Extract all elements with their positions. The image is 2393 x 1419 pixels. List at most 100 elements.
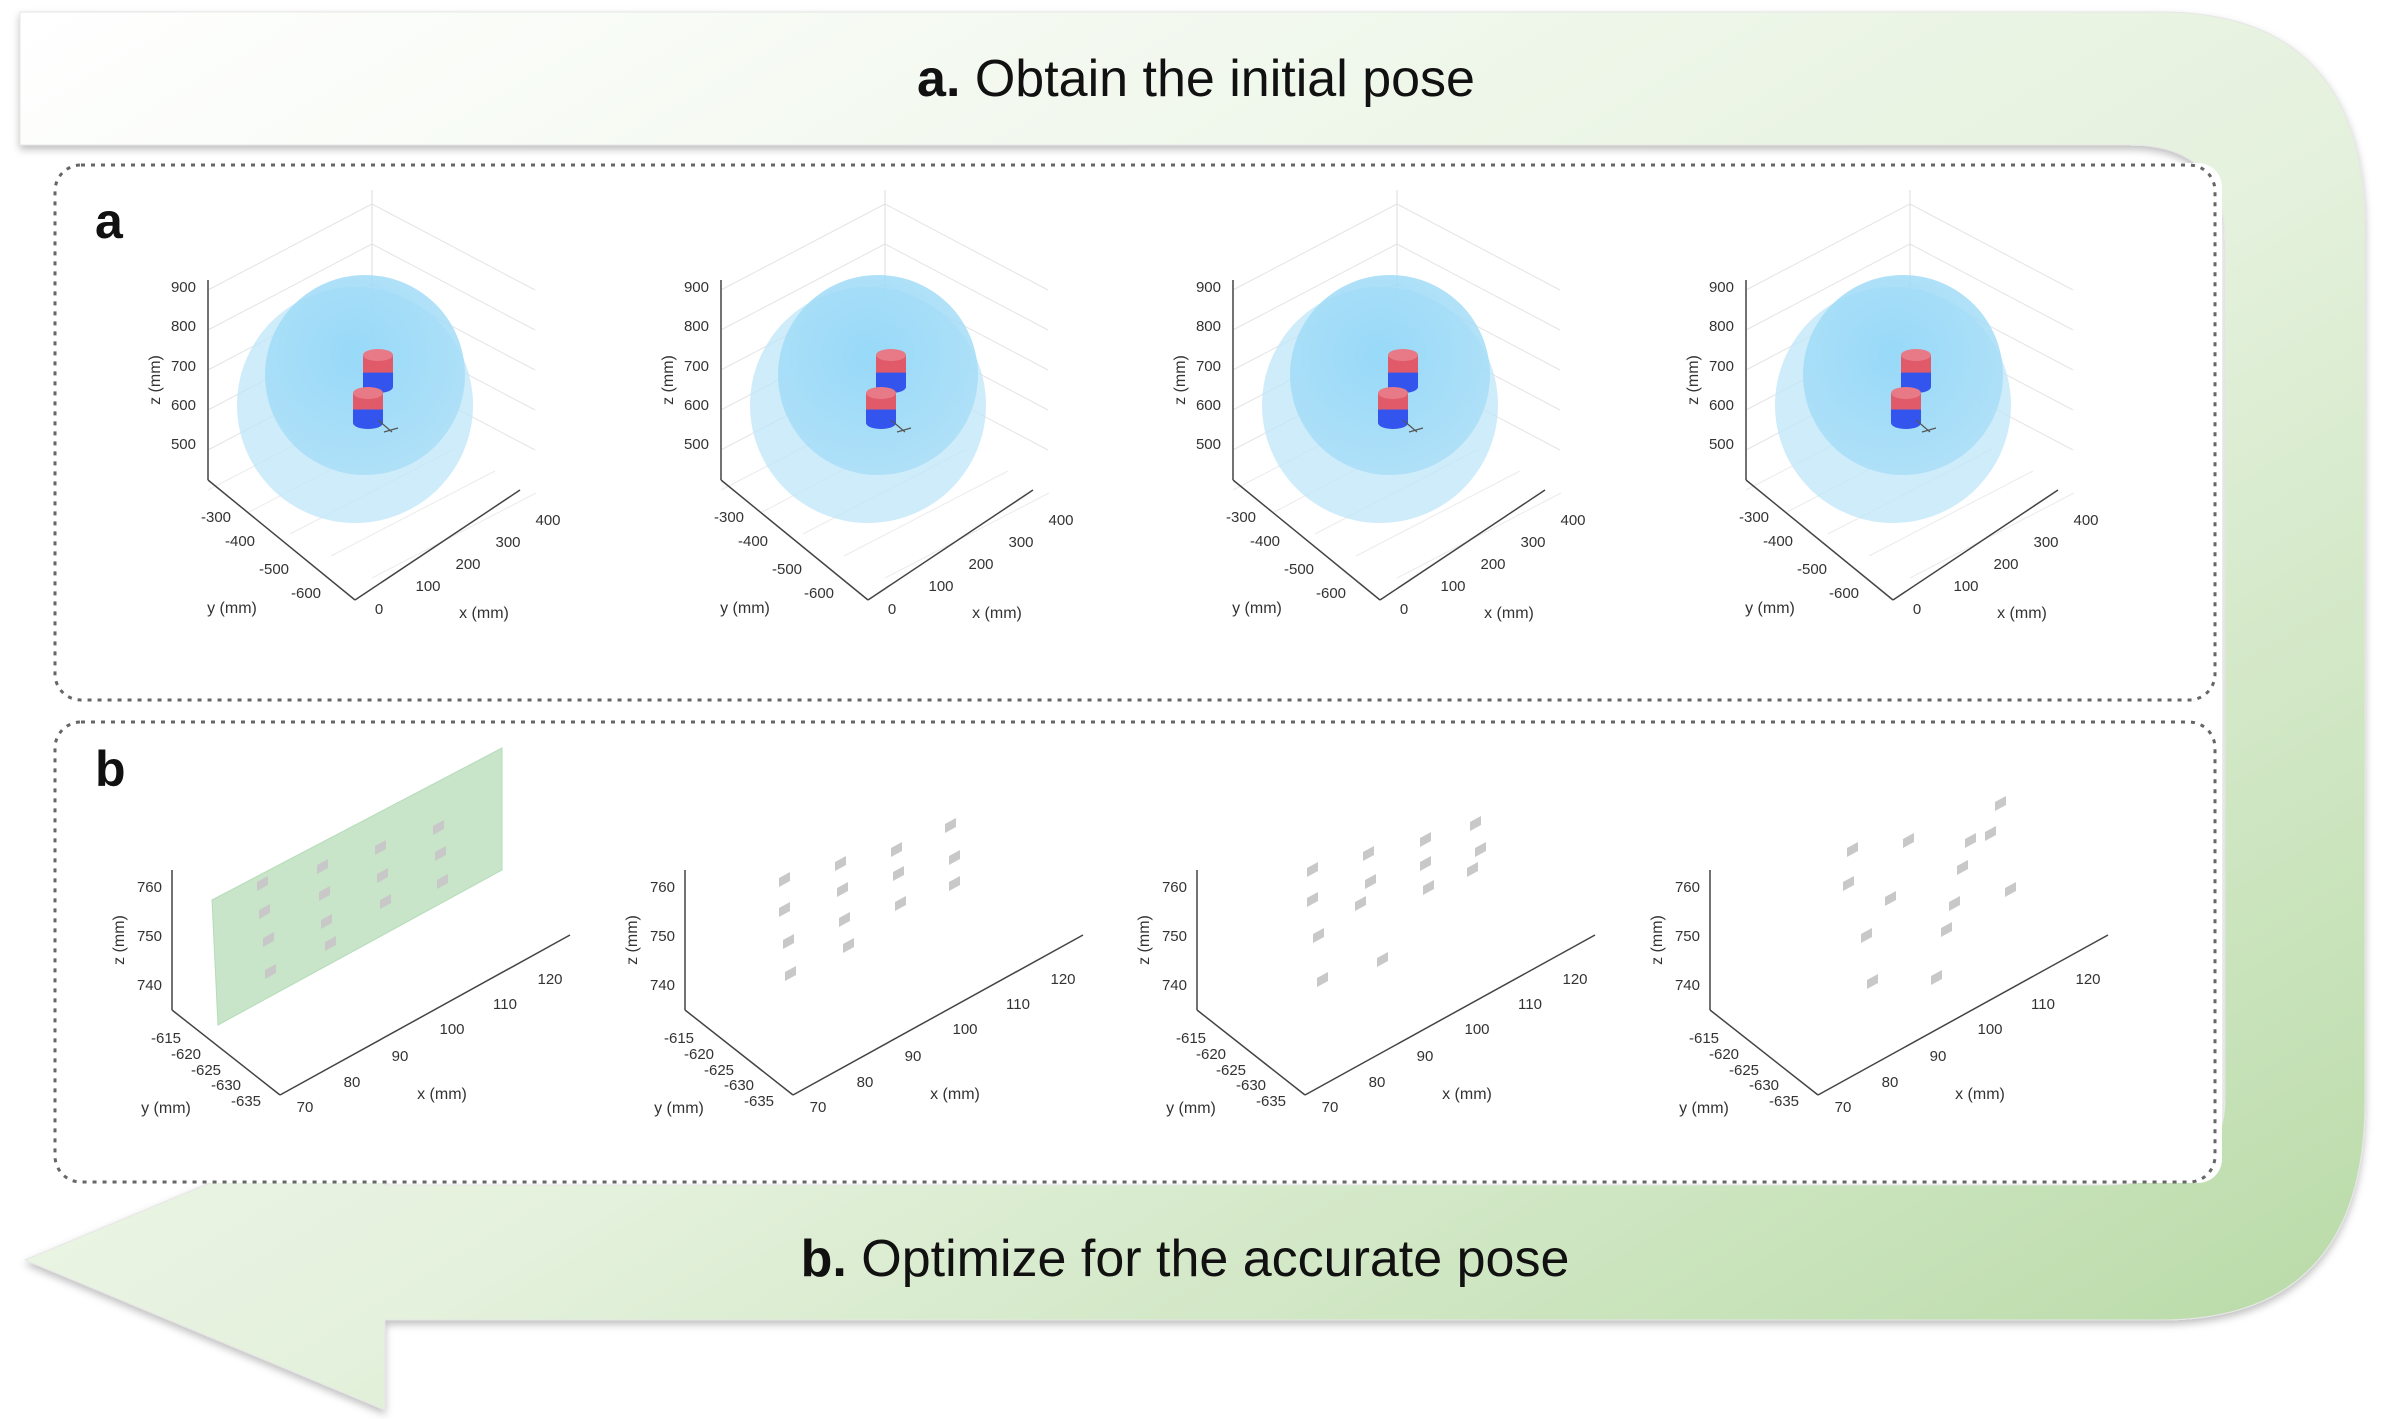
data-point (843, 938, 854, 953)
x-tick-label: 100 (1953, 578, 1978, 595)
cylinder-top (866, 387, 896, 399)
x-tick-label: 80 (857, 1074, 874, 1091)
data-point (325, 936, 336, 951)
x-axis-label: x (mm) (930, 1086, 980, 1103)
z-axis-label: z (mm) (624, 915, 641, 965)
y-tick-label: -635 (744, 1093, 774, 1110)
data-point (433, 820, 444, 835)
z-axis-label: z (mm) (1649, 915, 1666, 965)
z-tick-label: 700 (1196, 358, 1221, 375)
y-tick-label: -625 (704, 1062, 734, 1079)
x-tick-label: 100 (1464, 1021, 1489, 1038)
grid-line (884, 492, 1050, 579)
y-tick-label: -600 (804, 585, 834, 602)
data-point (1949, 896, 1960, 911)
z-tick-label: 750 (1162, 928, 1187, 945)
sphere-plot-2: 900 800 700 600 500 z (mm) -300 -400-500-600 y (… (660, 190, 1074, 622)
gripper-mark (1921, 427, 1937, 433)
z-axis-label: z (mm) (1136, 915, 1153, 965)
cylinder-top (1388, 349, 1418, 361)
cylinder-upper (363, 349, 393, 393)
x-axis-label: x (mm) (417, 1086, 467, 1103)
data-point (1861, 928, 1872, 943)
data-point (1985, 826, 1996, 841)
y-tick-label: -615 (1689, 1030, 1719, 1047)
y-axis-label: y (mm) (1232, 600, 1282, 617)
gripper-mark (896, 427, 912, 433)
x-tick-label: 120 (1562, 971, 1587, 988)
y-axis (1709, 1009, 1819, 1096)
grid-line (1745, 203, 1911, 291)
panel-a-label: a (95, 193, 124, 249)
y-tick-label: -620 (1709, 1046, 1739, 1063)
x-axis (1817, 934, 2109, 1096)
data-point (259, 904, 270, 919)
y-axis-label: y (mm) (207, 600, 257, 617)
y-tick-label: -630 (1236, 1077, 1266, 1094)
cylinder-top (1378, 387, 1408, 399)
data-point (319, 886, 330, 901)
y-tick-label: -500 (772, 561, 802, 578)
x-tick-label: 0 (1400, 601, 1408, 618)
grid-line (884, 243, 1049, 331)
x-tick-label: 300 (1008, 534, 1033, 551)
grid-line (1909, 203, 2074, 291)
x-axis (792, 934, 1084, 1096)
z-tick-label: 760 (137, 879, 162, 896)
grid-line (371, 243, 536, 331)
y-axis-label: y (mm) (1166, 1100, 1216, 1117)
data-point (1867, 974, 1878, 989)
x-axis (1304, 934, 1596, 1096)
x-tick-label: 200 (1993, 556, 2018, 573)
y-tick-label: -400 (738, 533, 768, 550)
data-point (437, 874, 448, 889)
x-tick-label: 100 (1440, 578, 1465, 595)
x-tick-label: 90 (905, 1048, 922, 1065)
y-tick-label: -400 (1763, 533, 1793, 550)
x-tick-label: 110 (2031, 996, 2055, 1013)
x-axis (867, 489, 1034, 601)
data-point (1843, 876, 1854, 891)
cylinder-upper (876, 349, 906, 393)
gripper-mark (1408, 427, 1424, 433)
x-tick-label: 70 (1322, 1099, 1339, 1116)
y-tick-label: -300 (201, 509, 231, 526)
x-tick-label: 100 (928, 578, 953, 595)
grid-line (1355, 470, 1521, 557)
x-tick-label: 200 (968, 556, 993, 573)
y-axis (1196, 1009, 1306, 1096)
z-tick-label: 740 (1675, 977, 1700, 994)
z-tick-label: 900 (684, 279, 709, 296)
data-point (1995, 796, 2006, 811)
y-axis-label: y (mm) (141, 1100, 191, 1117)
data-point (1847, 842, 1858, 857)
points-plot-1: 760 750 740 z (mm) -615-620-625-630-635 y (mm… (111, 870, 571, 1117)
grid-line (1868, 470, 2034, 557)
data-point (835, 856, 846, 871)
y-tick-label: -300 (1226, 509, 1256, 526)
y-tick-label: -600 (1829, 585, 1859, 602)
data-point (1957, 860, 1968, 875)
z-axis-label: z (mm) (111, 915, 128, 965)
data-point (375, 840, 386, 855)
grid-line (1396, 203, 1561, 291)
z-tick-label: 760 (1162, 879, 1187, 896)
x-tick-label: 80 (1369, 1074, 1386, 1091)
z-tick-label: 750 (1675, 928, 1700, 945)
grid-line (1396, 243, 1561, 331)
fitted-plane (211, 747, 503, 1026)
cylinder-top (1891, 387, 1921, 399)
x-tick-label: 120 (1050, 971, 1075, 988)
y-tick-label: -300 (1739, 509, 1769, 526)
gripper-mark (383, 427, 399, 433)
z-tick-label: 500 (684, 436, 709, 453)
data-point (1965, 833, 1976, 848)
y-tick-label: -620 (684, 1046, 714, 1063)
y-tick-label: -400 (1250, 533, 1280, 550)
sphere-plot-1: 900 800 700 600 500 z (mm) -300 -400-500-600 y (… (147, 190, 561, 622)
data-point (1307, 862, 1318, 877)
data-point (891, 842, 902, 857)
